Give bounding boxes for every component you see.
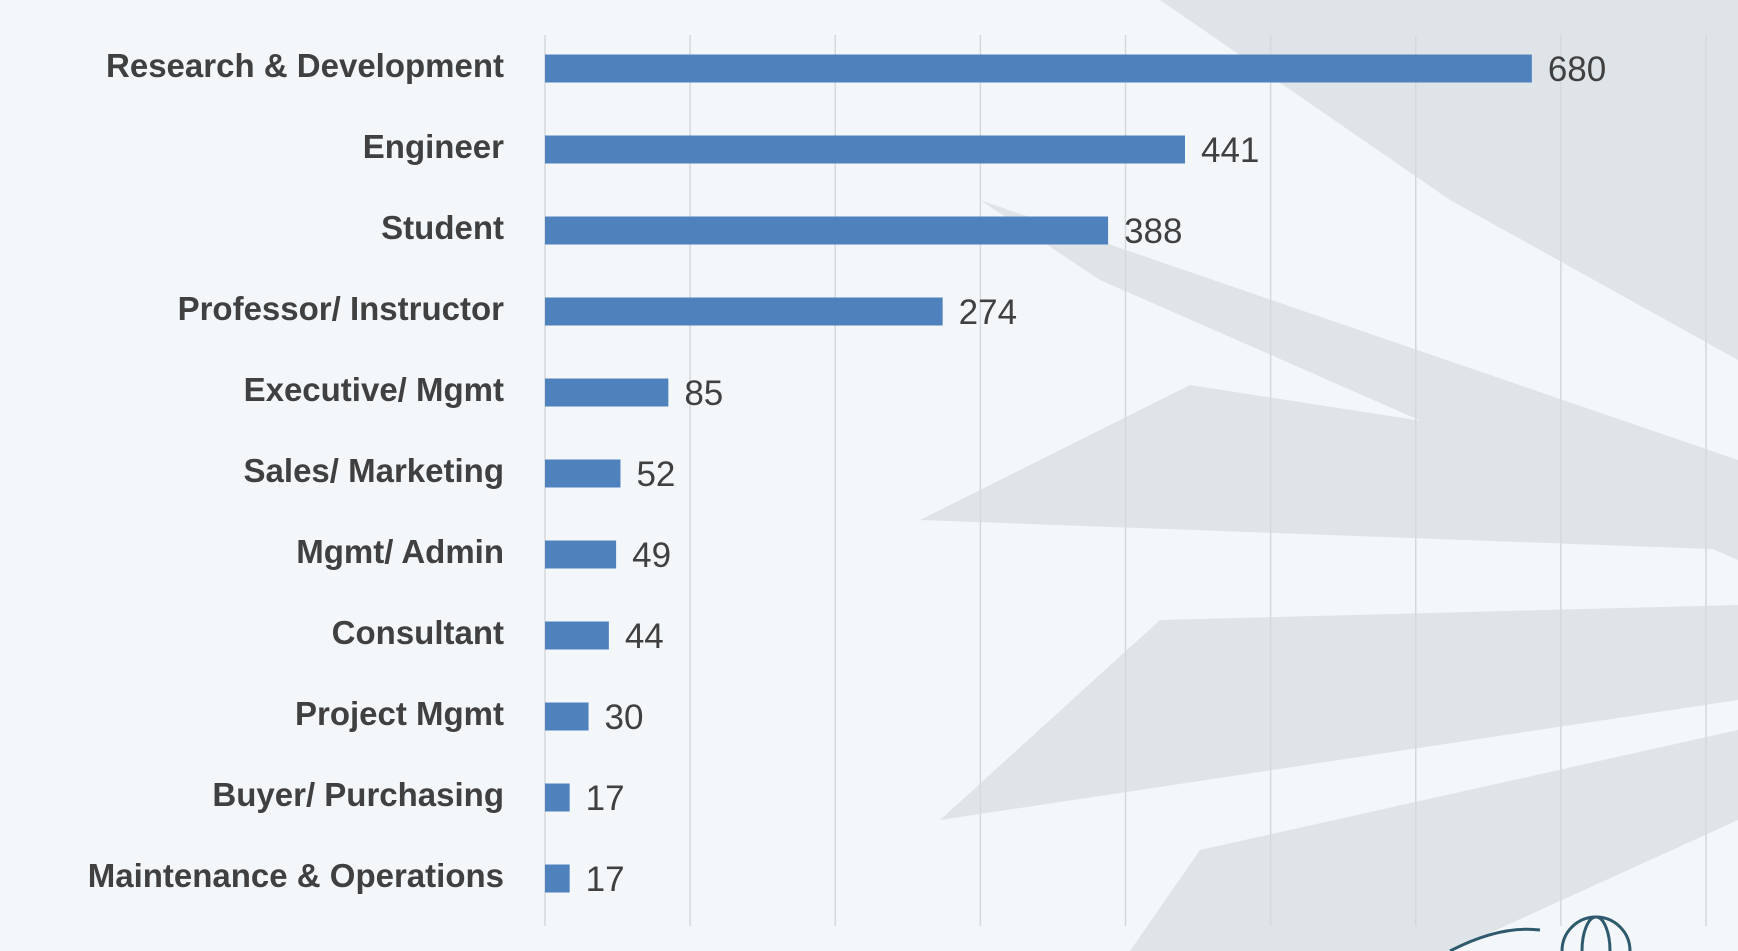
bar: [545, 864, 570, 893]
y-tick-label: Maintenance & Operations: [88, 857, 504, 894]
value-label: 85: [684, 374, 723, 413]
y-tick-label: Buyer/ Purchasing: [212, 776, 504, 813]
bar: [545, 216, 1109, 245]
y-tick-label: Consultant: [332, 614, 504, 651]
y-tick-label: Executive/ Mgmt: [244, 371, 504, 408]
bar: [545, 702, 589, 731]
bar: [545, 459, 621, 488]
value-label: 49: [632, 536, 671, 575]
bar: [545, 54, 1532, 83]
value-label: 44: [625, 617, 664, 656]
y-tick-label: Project Mgmt: [295, 695, 504, 732]
value-label: 274: [959, 293, 1017, 332]
value-label: 441: [1201, 131, 1259, 170]
y-tick-label: Student: [381, 209, 504, 246]
value-label: 680: [1548, 50, 1606, 89]
bar: [545, 540, 617, 569]
y-tick-label: Mgmt/ Admin: [296, 533, 504, 570]
logo: [1449, 915, 1632, 951]
bar: [545, 378, 669, 407]
value-label: 388: [1124, 212, 1182, 251]
decoration: [920, 0, 1738, 951]
y-tick-label: Engineer: [363, 128, 504, 165]
bar: [545, 135, 1186, 164]
y-tick-label: Research & Development: [106, 47, 504, 84]
value-label: 17: [586, 779, 625, 818]
y-tick-label: Sales/ Marketing: [244, 452, 504, 489]
bar: [545, 621, 609, 650]
bar: [545, 297, 943, 326]
value-label: 52: [636, 455, 675, 494]
y-tick-label: Professor/ Instructor: [178, 290, 505, 327]
value-label: 17: [586, 860, 625, 899]
bar: [545, 783, 570, 812]
value-label: 30: [605, 698, 644, 737]
